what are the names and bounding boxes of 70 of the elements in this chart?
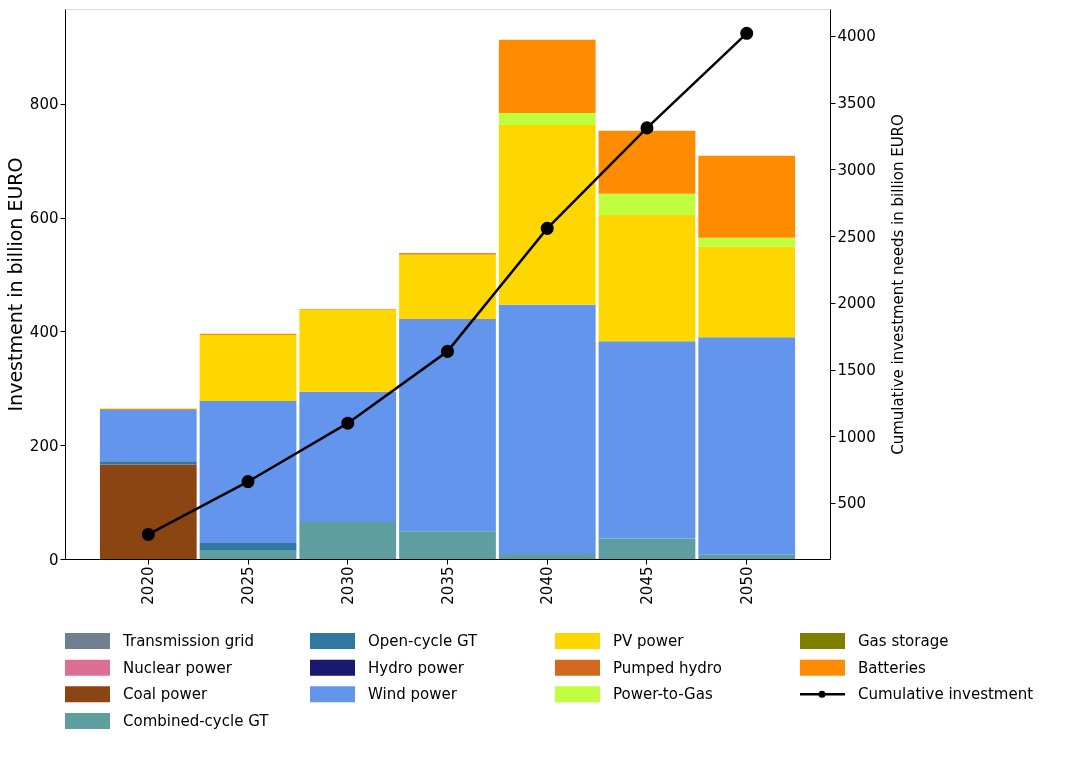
y2-tick-label: 500 <box>837 494 867 513</box>
bar <box>698 246 796 338</box>
legend-label: Hydro power <box>368 658 465 677</box>
bar <box>598 193 696 215</box>
bar <box>99 464 197 559</box>
bar <box>598 214 696 342</box>
legend-label: Combined-cycle GT <box>123 712 270 730</box>
bar <box>299 522 397 559</box>
x-tick-label: 2030 <box>338 566 357 605</box>
point <box>640 121 654 135</box>
x-tick-label: 2040 <box>538 566 557 605</box>
bar <box>299 391 397 523</box>
bar <box>698 155 796 238</box>
legend-label: Transmission grid <box>122 632 255 650</box>
point <box>141 527 155 541</box>
y-tick-label: 0 <box>48 550 59 569</box>
legend-label: Gas storage <box>858 632 949 650</box>
bar <box>598 130 696 194</box>
bar <box>698 337 796 555</box>
legend-label: PV power <box>613 632 685 650</box>
bar <box>199 334 297 401</box>
bar <box>498 113 596 126</box>
legend-label: Wind power <box>368 685 458 704</box>
bar <box>498 125 596 305</box>
legend-label: Power-to-Gas <box>613 685 713 704</box>
bar <box>498 553 596 559</box>
bar <box>199 543 297 550</box>
bar <box>698 237 796 247</box>
bar <box>399 318 496 532</box>
legend-label: Open-cycle GT <box>368 632 479 650</box>
y-tick-label: 400 <box>29 322 59 341</box>
bar <box>99 461 197 465</box>
point <box>740 26 754 40</box>
legend-label: Batteries <box>858 658 927 677</box>
y-tick-label: 200 <box>29 436 59 455</box>
y2-tick-label: 4000 <box>837 27 876 46</box>
bar <box>399 254 496 319</box>
y2-tick-label: 1000 <box>837 427 876 446</box>
y-tick-label: 800 <box>29 95 59 114</box>
y2-axis-title: Cumulative investment needs in billion EURO <box>888 114 907 455</box>
x-tick-label: 2050 <box>737 566 756 605</box>
bar <box>199 400 297 544</box>
x-tick-label: 2025 <box>239 566 258 605</box>
y2-tick-label: 1500 <box>837 361 876 380</box>
legend-label: Nuclear power <box>123 658 233 677</box>
bar <box>498 304 596 554</box>
point <box>341 416 355 430</box>
bar <box>199 549 297 559</box>
y-axis-title: Investment in billion EURO <box>3 157 26 412</box>
bar <box>299 309 397 392</box>
y2-tick-label: 3500 <box>837 94 876 113</box>
x-tick-label: 2045 <box>637 566 656 605</box>
bar <box>498 39 596 114</box>
legend-label: Coal power <box>123 685 208 704</box>
bar <box>598 341 696 539</box>
point <box>440 344 455 358</box>
y2-tick-label: 3000 <box>837 160 876 179</box>
bar <box>99 409 197 462</box>
bar <box>598 538 696 559</box>
legend-label: Pumped hydro <box>613 658 722 677</box>
bar <box>399 531 496 559</box>
y-tick-label: 600 <box>29 209 59 228</box>
point <box>241 475 255 489</box>
y2-tick-label: 2500 <box>837 227 876 246</box>
x-tick-label: 2035 <box>438 566 457 605</box>
x-tick-label: 2020 <box>139 566 158 605</box>
y2-tick-label: 2000 <box>837 294 876 313</box>
point <box>540 221 554 235</box>
legend-label: Cumulative investment <box>858 685 1034 704</box>
bar <box>698 555 796 559</box>
